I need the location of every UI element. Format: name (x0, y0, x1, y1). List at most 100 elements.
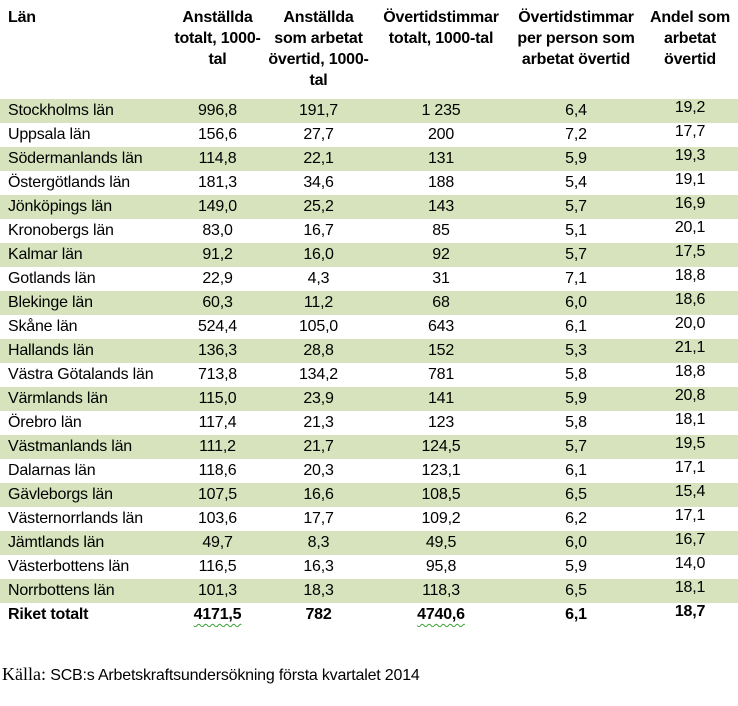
table-row: Dalarnas län 118,6 20,3 123,1 6,1 17,1 (0, 459, 738, 483)
value-cell: 5,7 (510, 195, 642, 219)
value-cell: 103,6 (197, 510, 238, 527)
value-cell: 19,1 (674, 171, 706, 188)
county-name-cell: Kronobergs län (8, 222, 114, 239)
value-cell: 49,5 (372, 531, 510, 555)
table-row: Jämtlands län 49,7 8,3 49,5 6,0 16,7 (0, 531, 738, 555)
county-name-cell: Jönköpings län (0, 195, 170, 219)
table-row: Västernorrlands län 103,6 17,7 109,2 6,2 17,1 (0, 507, 738, 531)
spellcheck-underline: 4740,6 (417, 606, 465, 623)
total-value-cell: 4171,5 (170, 603, 265, 627)
value-cell: 85 (432, 222, 450, 239)
table-row: Gävleborgs län 107,5 16,6 108,5 6,5 15,4 (0, 483, 738, 507)
value-cell: 123,1 (421, 462, 461, 479)
value-cell: 5,4 (565, 174, 587, 191)
value-cell: 118,3 (372, 579, 510, 603)
value-cell: 68 (372, 291, 510, 315)
value-cell: 7,2 (565, 126, 587, 143)
table-row: Norrbottens län 101,3 18,3 118,3 6,5 18,1 (0, 579, 738, 603)
value-cell: 108,5 (372, 483, 510, 507)
value-cell: 109,2 (421, 510, 461, 527)
total-value-cell: 4740,6 (372, 603, 510, 627)
value-cell: 18,1 (674, 411, 706, 428)
county-name-cell: Södermanlands län (0, 147, 170, 171)
value-cell: 20,3 (303, 462, 334, 479)
value-cell: 22,1 (265, 147, 372, 171)
value-cell: 5,7 (510, 435, 642, 459)
value-cell: 141 (372, 387, 510, 411)
value-cell: 18,3 (265, 579, 372, 603)
value-cell: 781 (427, 366, 455, 383)
value-cell: 20,0 (674, 315, 706, 332)
county-name-cell: Norrbottens län (0, 579, 170, 603)
value-cell: 23,9 (265, 387, 372, 411)
value-cell: 107,5 (170, 483, 265, 507)
value-cell: 20,8 (642, 387, 738, 411)
table-row: Skåne län 524,4 105,0 643 6,1 20,0 (0, 315, 738, 339)
value-cell: 17,5 (642, 243, 738, 267)
value-cell: 6,5 (510, 483, 642, 507)
table-row: Uppsala län 156,6 27,7 200 7,2 17,7 (0, 123, 738, 147)
county-name-cell: Västra Götalands län (8, 366, 154, 383)
county-name-cell: Skåne län (8, 318, 78, 335)
value-cell: 16,3 (303, 558, 334, 575)
source-label: Källa: (2, 664, 46, 684)
value-cell: 83,0 (202, 222, 233, 239)
value-cell: 22,9 (202, 270, 233, 287)
value-cell: 5,3 (510, 339, 642, 363)
value-cell: 524,4 (197, 318, 238, 335)
value-cell: 143 (372, 195, 510, 219)
value-cell: 15,4 (642, 483, 738, 507)
value-cell: 11,2 (265, 291, 372, 315)
county-name-cell: Västerbottens län (8, 558, 130, 575)
table-row: Östergötlands län 181,3 34,6 188 5,4 19,1 (0, 171, 738, 195)
value-cell: 200 (427, 126, 455, 143)
value-cell: 16,6 (265, 483, 372, 507)
county-name-cell: Stockholms län (0, 99, 170, 123)
value-cell: 16,7 (642, 531, 738, 555)
county-name-cell: Västernorrlands län (8, 510, 143, 527)
value-cell: 123 (427, 414, 455, 431)
county-name-cell: Kalmar län (0, 243, 170, 267)
value-cell: 91,2 (170, 243, 265, 267)
value-cell: 181,3 (197, 174, 238, 191)
value-cell: 5,7 (510, 243, 642, 267)
value-cell: 21,3 (303, 414, 334, 431)
value-cell: 6,5 (510, 579, 642, 603)
value-cell: 115,0 (170, 387, 265, 411)
table-row: Stockholms län 996,8 191,7 1 235 6,4 19,2 (0, 99, 738, 123)
value-cell: 131 (372, 147, 510, 171)
county-name-cell: Blekinge län (0, 291, 170, 315)
value-cell: 136,3 (170, 339, 265, 363)
table-row: Kronobergs län 83,0 16,7 85 5,1 20,1 (0, 219, 738, 243)
table-row: Västerbottens län 116,5 16,3 95,8 5,9 14,0 (0, 555, 738, 579)
value-cell: 124,5 (372, 435, 510, 459)
value-cell: 118,6 (198, 462, 237, 479)
value-cell: 21,1 (642, 339, 738, 363)
county-name-cell: Östergötlands län (8, 174, 131, 191)
value-cell: 20,1 (674, 219, 706, 236)
value-cell: 17,7 (674, 123, 706, 140)
value-cell: 34,6 (303, 174, 334, 191)
source-note: Källa: SCB:s Arbetskraftsundersökning fö… (2, 664, 738, 685)
spellcheck-underline: 4171,5 (193, 606, 242, 623)
table-row: Södermanlands län 114,8 22,1 131 5,9 19,3 (0, 147, 738, 171)
value-cell: 114,8 (170, 147, 265, 171)
county-name-cell: Värmlands län (0, 387, 170, 411)
value-cell: 643 (427, 318, 455, 335)
value-cell: 117,4 (198, 414, 237, 431)
value-cell: 19,3 (642, 147, 738, 171)
value-cell: 134,2 (298, 366, 339, 383)
value-cell: 101,3 (170, 579, 265, 603)
county-name-cell: Uppsala län (8, 126, 91, 143)
total-row: Riket totalt 4171,5 782 4740,6 6,1 18,7 (0, 603, 738, 627)
value-cell: 25,2 (265, 195, 372, 219)
county-name-cell: Hallands län (0, 339, 170, 363)
total-value-cell: 6,1 (565, 606, 587, 623)
value-cell: 6,1 (565, 318, 587, 335)
value-cell: 17,1 (674, 459, 706, 476)
value-cell: 156,6 (197, 126, 238, 143)
table-row: Gotlands län 22,9 4,3 31 7,1 18,8 (0, 267, 738, 291)
source-text: SCB:s Arbetskraftsundersökning första kv… (50, 667, 420, 684)
value-cell: 49,7 (170, 531, 265, 555)
header-row: Län Anställda totalt, 1000-tal Anställda s… (0, 0, 738, 99)
